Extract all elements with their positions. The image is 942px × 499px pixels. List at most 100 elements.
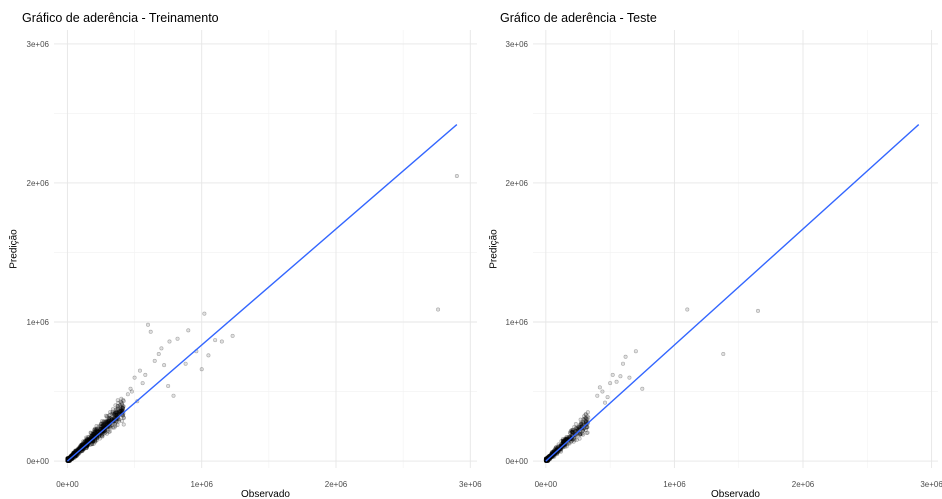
scatter-point [556, 442, 561, 447]
scatter-point [82, 439, 87, 444]
scatter-point [206, 353, 211, 358]
scatter-point [585, 424, 590, 429]
scatter-point [567, 434, 572, 439]
scatter-point [129, 389, 134, 394]
scatter-point [125, 392, 130, 397]
scatter-point [623, 354, 628, 359]
scatter-point [102, 423, 107, 428]
scatter-point [569, 429, 574, 434]
scatter-point [115, 404, 120, 409]
scatter-point [202, 311, 207, 316]
scatter-point [585, 410, 590, 415]
scatter-point [106, 419, 111, 424]
scatter-point [121, 422, 126, 427]
scatter-point [76, 446, 81, 451]
x-axis-label: Observado [711, 489, 760, 499]
scatter-point [583, 412, 588, 417]
scatter-point [605, 395, 610, 400]
scatter-point [119, 408, 124, 413]
scatter-point [65, 456, 70, 461]
scatter-point [78, 443, 83, 448]
scatter-point [577, 436, 582, 441]
scatter-point [109, 417, 114, 422]
scatter-point [113, 423, 118, 428]
scatter-point [137, 368, 142, 373]
scatter-point [98, 426, 103, 431]
scatter-point [109, 415, 114, 420]
scatter-point [571, 439, 576, 444]
scatter-point [561, 439, 566, 444]
scatter-point [98, 425, 103, 430]
scatter-point [84, 445, 89, 450]
scatter-point [80, 442, 85, 447]
scatter-point [75, 446, 80, 451]
scatter-point [103, 430, 108, 435]
scatter-point [568, 429, 573, 434]
scatter-point [579, 421, 584, 426]
scatter-point [560, 439, 565, 444]
scatter-point [552, 447, 557, 452]
scatter-point [578, 422, 583, 427]
scatter-point [107, 416, 112, 421]
scatter-point [91, 430, 96, 435]
scatter-point [554, 445, 559, 450]
scatter-point [95, 428, 100, 433]
scatter-point [86, 437, 91, 442]
scatter-point [93, 439, 98, 444]
scatter-point [578, 432, 583, 437]
scatter-point [627, 375, 632, 380]
scatter-point [107, 418, 112, 423]
scatter-point [91, 433, 96, 438]
scatter-point [85, 435, 90, 440]
scatter-point [114, 411, 119, 416]
scatter-point [99, 427, 104, 432]
scatter-point [562, 438, 567, 443]
scatter-point [94, 429, 99, 434]
scatter-point [102, 423, 107, 428]
scatter-point [560, 438, 565, 443]
scatter-point [570, 430, 575, 435]
scatter-point [186, 328, 191, 333]
scatter-point [573, 426, 578, 431]
scatter-point [564, 444, 569, 449]
scatter-point [101, 423, 106, 428]
scatter-point [115, 412, 120, 417]
scatter-point [113, 412, 118, 417]
scatter-point [91, 431, 96, 436]
scatter-point [84, 438, 89, 443]
scatter-point [99, 432, 104, 437]
scatter-point [120, 409, 125, 414]
scatter-point [183, 361, 188, 366]
scatter-point [110, 412, 115, 417]
scatter-point [109, 416, 114, 421]
scatter-point [95, 428, 100, 433]
scatter-point [162, 363, 167, 368]
scatter-point [563, 436, 568, 441]
scatter-point [115, 410, 120, 415]
scatter-point [112, 425, 117, 430]
scatter-point [85, 438, 90, 443]
scatter-point [118, 409, 123, 414]
scatter-point [568, 431, 573, 436]
scatter-point [454, 174, 459, 179]
scatter-point [118, 405, 123, 410]
scatter-point [101, 420, 106, 425]
scatter-point [90, 441, 95, 446]
scatter-point [104, 419, 109, 424]
scatter-point [555, 452, 560, 457]
scatter-point [117, 411, 122, 416]
trend-line-layer [66, 124, 458, 462]
scatter-point [86, 437, 91, 442]
scatter-point [577, 432, 582, 437]
scatter-point [106, 429, 111, 434]
x-tick-label: 2e+06 [325, 480, 348, 489]
scatter-point [97, 426, 102, 431]
scatter-point [580, 428, 585, 433]
scatter-point [633, 349, 638, 354]
scatter-point [166, 383, 171, 388]
scatter-point [100, 420, 105, 425]
scatter-point [93, 429, 98, 434]
scatter-point [90, 432, 95, 437]
scatter-point [562, 444, 567, 449]
scatter-point [553, 447, 558, 452]
